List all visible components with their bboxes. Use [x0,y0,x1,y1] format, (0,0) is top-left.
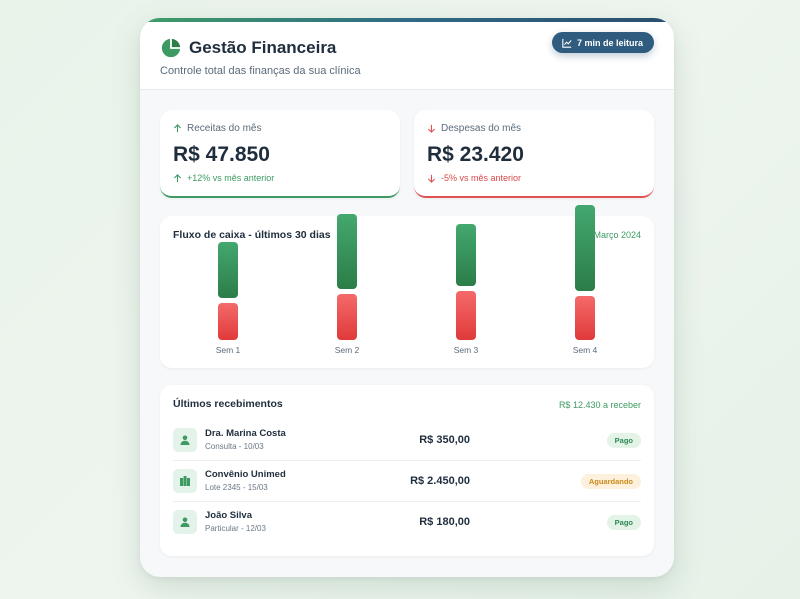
outflow-bar [218,302,238,340]
read-time-label: 7 min de leitura [576,37,643,48]
outflow-bar [575,296,595,340]
user-icon [180,517,190,527]
accent-bar [140,18,674,22]
receipt-detail: Lote 2345 - 15/03 [205,483,268,492]
inflow-bar [218,242,238,298]
receipts-title: Últimos recebimentos [173,398,283,410]
receipt-amount: R$ 350,00 [419,434,470,446]
receipts-total[interactable]: R$ 12.430 a receber [558,400,641,410]
receipt-detail: Particular - 12/03 [205,524,266,533]
read-time-badge: 7 min de leitura [551,32,654,53]
inflow-bar [575,204,595,292]
arrow-down-icon [427,174,436,183]
expense-kpi: Despesas do mês R$ 23.420 -5% vs mês ant… [414,110,654,198]
receipt-name: João Silva [205,510,252,521]
pie-chart-icon [161,38,181,58]
receipt-name: Convênio Unimed [205,469,286,480]
inflow-bar [337,214,357,289]
status-badge: Aguardando [580,474,641,489]
financial-card: Gestão Financeira Controle total das fin… [140,18,674,577]
income-value: R$ 47.850 [173,143,270,166]
outflow-bar [456,290,476,340]
receipt-amount: R$ 180,00 [419,516,470,528]
building-icon [180,476,190,486]
status-badge: Pago [606,515,641,530]
list-item[interactable]: João Silva Particular - 12/03 R$ 180,00 … [173,502,641,543]
week-tick-label: Sem 2 [334,345,360,355]
expense-label: Despesas do mês [441,123,522,134]
week-tick-label: Sem 1 [215,345,241,355]
arrow-up-icon [173,124,182,133]
expense-delta: -5% vs mês anterior [441,173,522,183]
receipt-name: Dra. Marina Costa [205,428,286,439]
chart-period: Março 2024 [593,230,641,240]
chart-title: Fluxo de caixa - últimos 30 dias [173,229,331,241]
user-icon [180,435,190,445]
list-item[interactable]: Dra. Marina Costa Consulta - 10/03 R$ 35… [173,420,641,461]
income-label: Receitas do mês [187,123,262,134]
arrow-down-icon [427,124,436,133]
outflow-bar [337,293,357,340]
status-badge: Pago [606,433,641,448]
arrow-up-icon [173,173,182,182]
list-item[interactable]: Convênio Unimed Lote 2345 - 15/03 R$ 2.4… [173,461,641,502]
week-tick-label: Sem 4 [572,345,598,355]
inflow-bar [456,224,476,286]
receipt-detail: Consulta - 10/03 [205,442,264,451]
page-title: Gestão Financeira [189,38,337,57]
week-tick-label: Sem 3 [453,345,479,355]
card-header: Gestão Financeira Controle total das fin… [140,22,674,90]
receipts-card: Últimos recebimentos R$ 12.430 a receber… [160,385,654,556]
page-subtitle: Controle total das finanças da sua clíni… [160,65,361,77]
income-kpi: Receitas do mês R$ 47.850 +12% vs mês an… [160,110,400,198]
expense-value: R$ 23.420 [427,143,524,166]
cashflow-chart: Fluxo de caixa - últimos 30 dias Março 2… [160,204,654,368]
income-delta: +12% vs mês anterior [187,173,275,183]
chart-line-icon [562,38,572,48]
receipt-amount: R$ 2.450,00 [410,475,470,487]
